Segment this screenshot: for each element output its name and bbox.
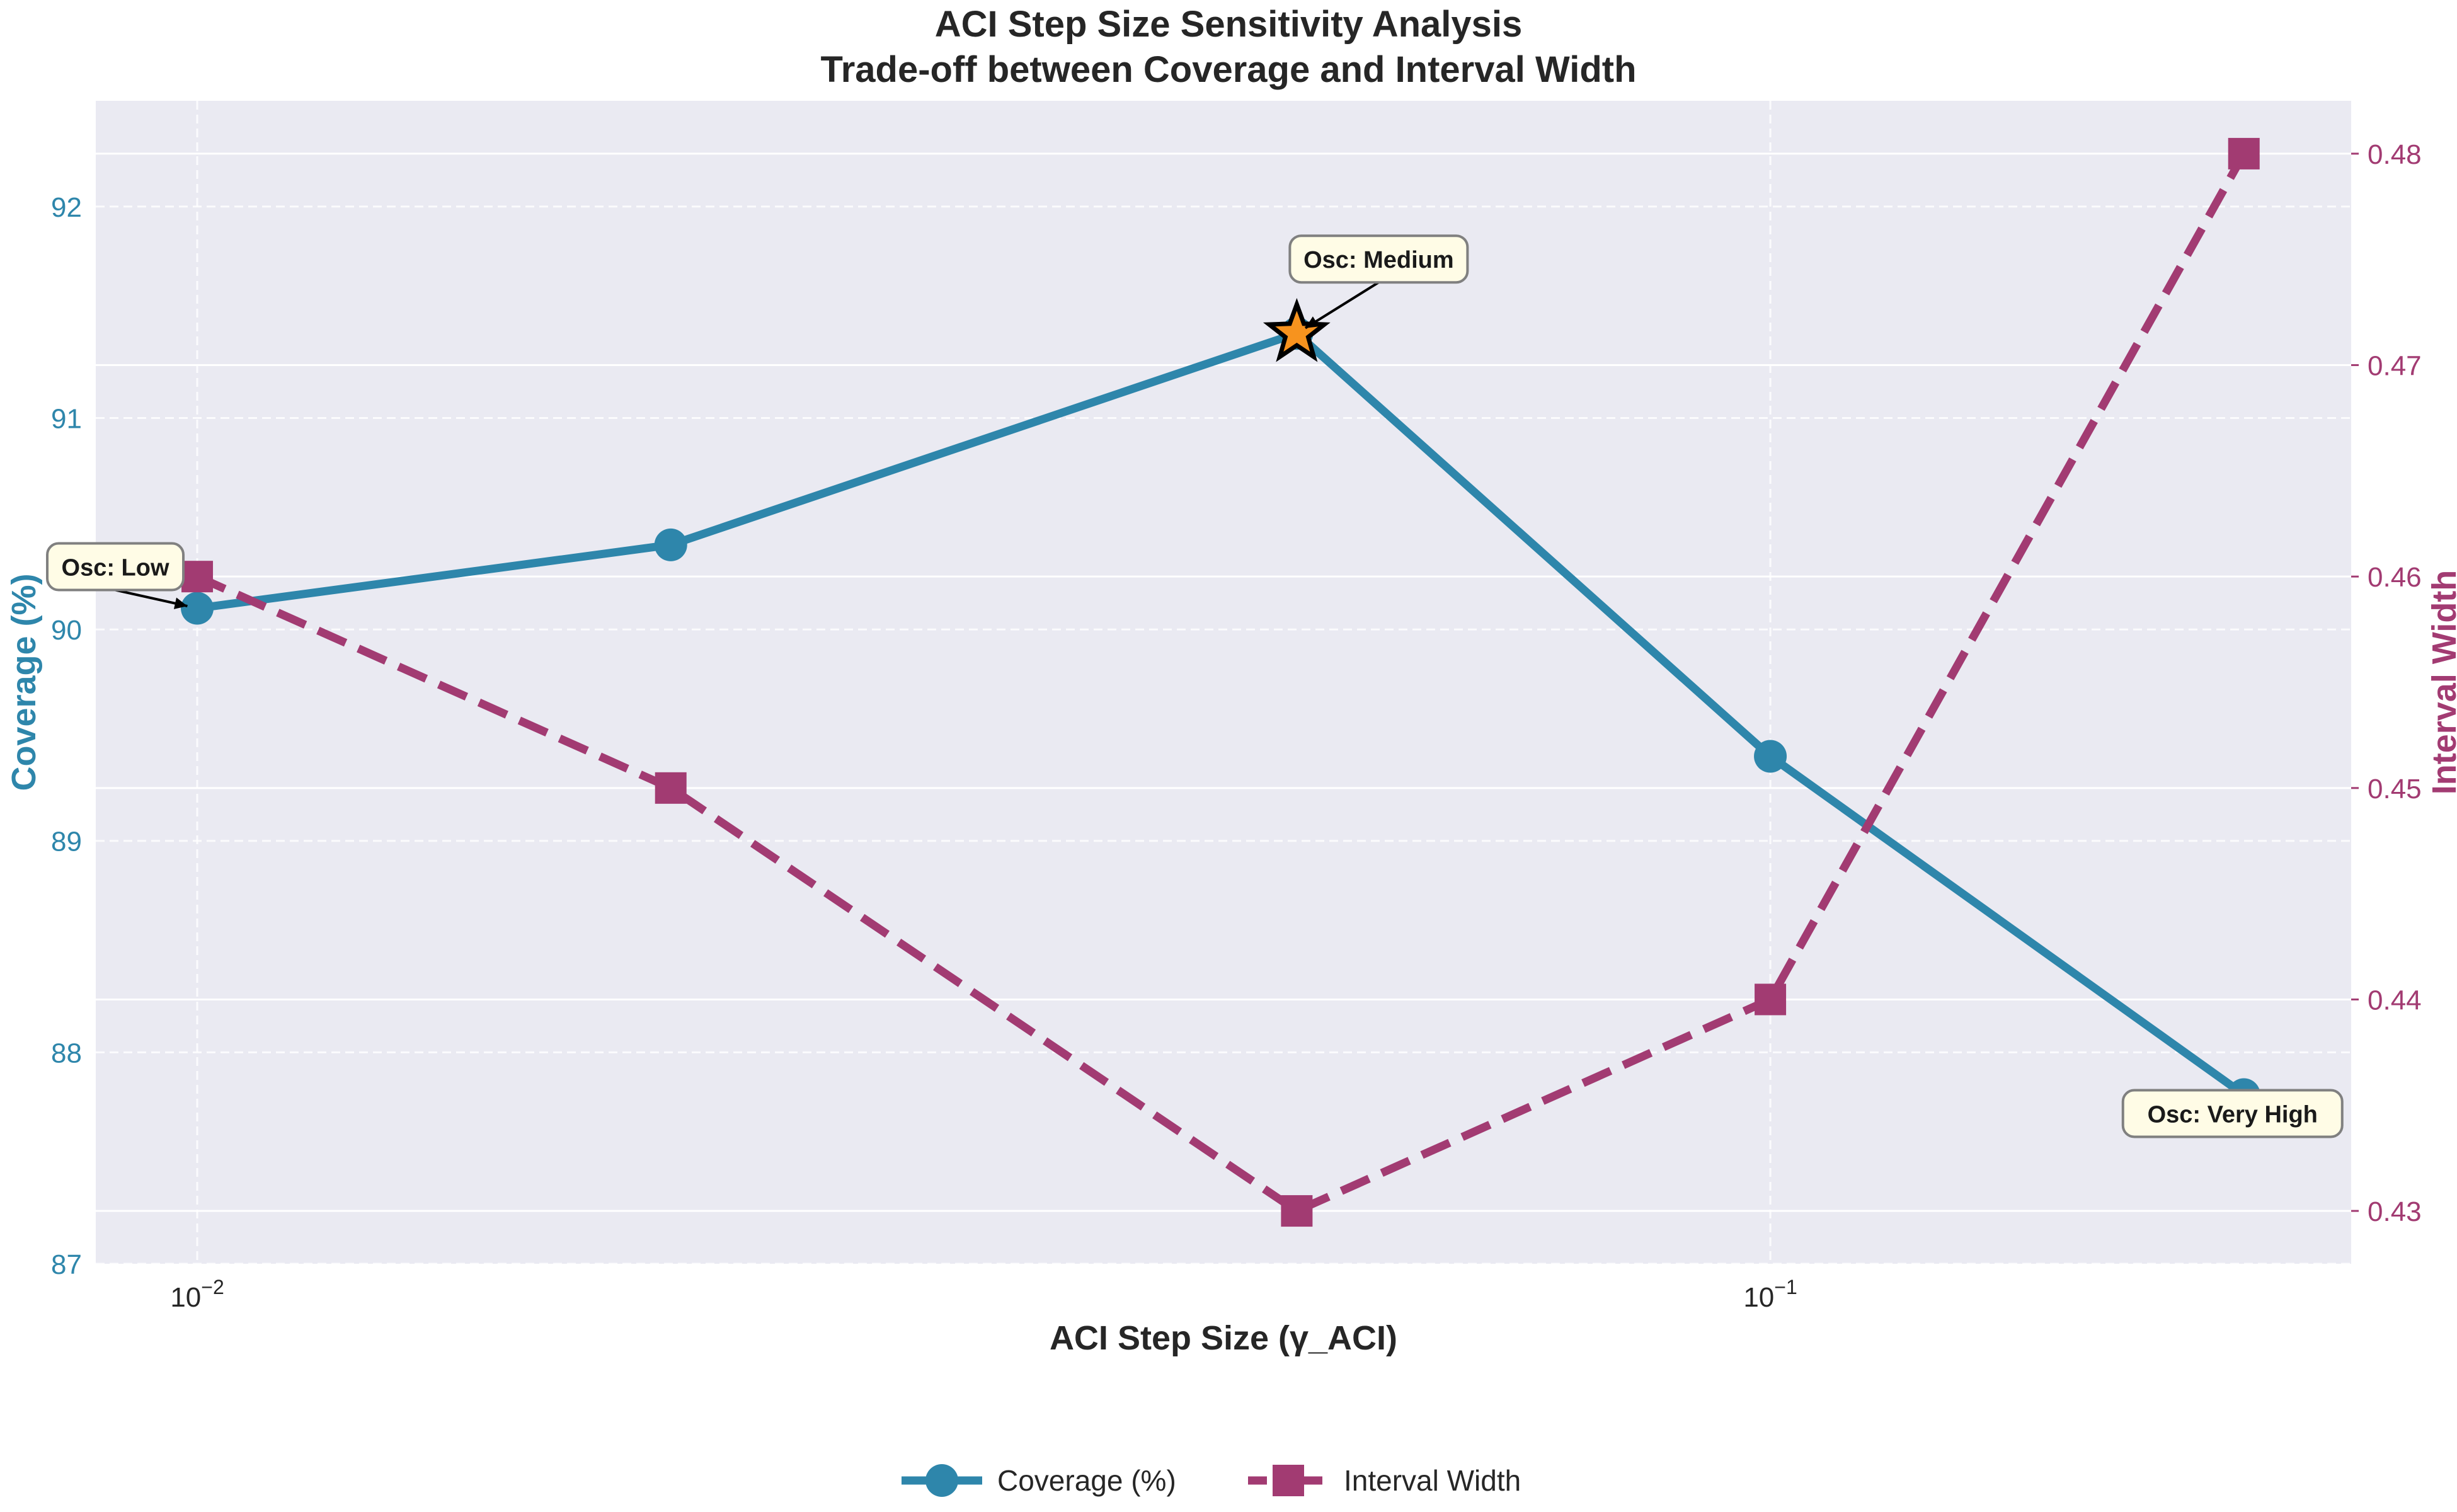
left-tick-label: 90 (51, 615, 82, 646)
chart-subtitle: Trade-off between Coverage and Interval … (820, 49, 1636, 90)
right-axis-label: Interval Width (2426, 570, 2457, 795)
annotation-label: Osc: Very High (2148, 1101, 2318, 1128)
right-tick-label: 0.47 (2368, 351, 2422, 382)
right-axis-ticks: 0.43 0.44 0.45 0.46 0.47 0.48 (2351, 139, 2422, 1227)
right-tick-label: 0.44 (2368, 985, 2422, 1016)
x-tick-label: 10−2 (170, 1276, 224, 1313)
legend: Coverage (%) Interval Width (902, 1464, 1521, 1497)
right-tick-label: 0.45 (2368, 774, 2422, 805)
left-axis-label: Coverage (%) (5, 573, 43, 791)
left-tick-label: 91 (51, 403, 82, 434)
annotation-label: Osc: Medium (1303, 247, 1454, 273)
coverage-point (1754, 740, 1787, 773)
coverage-point (181, 592, 214, 625)
x-tick-label: 10−1 (1743, 1276, 1797, 1313)
right-tick-label: 0.48 (2368, 139, 2422, 170)
legend-label: Interval Width (1344, 1464, 1521, 1497)
chart-title: ACI Step Size Sensitivity Analysis (935, 4, 1523, 45)
interval-width-point (2228, 137, 2260, 169)
right-tick-label: 0.46 (2368, 562, 2422, 593)
legend-label: Coverage (%) (997, 1464, 1176, 1497)
interval-width-point (181, 561, 214, 593)
legend-marker-circle (925, 1464, 958, 1497)
left-axis-ticks: 87 88 89 90 91 92 (51, 192, 82, 1280)
coverage-point (654, 528, 687, 561)
annotation-arrow (1304, 281, 1380, 329)
left-tick-label: 89 (51, 827, 82, 857)
annotation-box (2121, 1089, 2344, 1138)
annotation: Osc: Medium (1288, 234, 1469, 329)
annotation-box (46, 542, 185, 592)
left-tick-label: 88 (51, 1038, 82, 1068)
left-tick-label: 87 (51, 1249, 82, 1280)
annotation-arrowhead (173, 597, 188, 609)
x-axis-label: ACI Step Size (γ_ACI) (1050, 1319, 1397, 1357)
left-tick-label: 92 (51, 192, 82, 223)
annotation: Osc: Very High (2121, 1089, 2344, 1138)
annotation-arrowhead (1305, 316, 1319, 328)
legend-marker-square (1273, 1465, 1304, 1496)
interval-width-point (1281, 1195, 1313, 1227)
interval-width-point (655, 772, 687, 804)
interval-width-point (1755, 983, 1787, 1016)
annotation: Osc: Low (46, 542, 188, 609)
annotation-label: Osc: Low (62, 555, 169, 581)
plot-area (96, 101, 2351, 1264)
annotations: Osc: Low Osc: Medium Osc: Very High (46, 234, 2344, 1138)
right-tick-label: 0.43 (2368, 1196, 2422, 1227)
annotation-box (1288, 234, 1469, 284)
grid-lines (96, 101, 2351, 1265)
x-axis-ticks: 10−2 10−1 (170, 1276, 1797, 1313)
